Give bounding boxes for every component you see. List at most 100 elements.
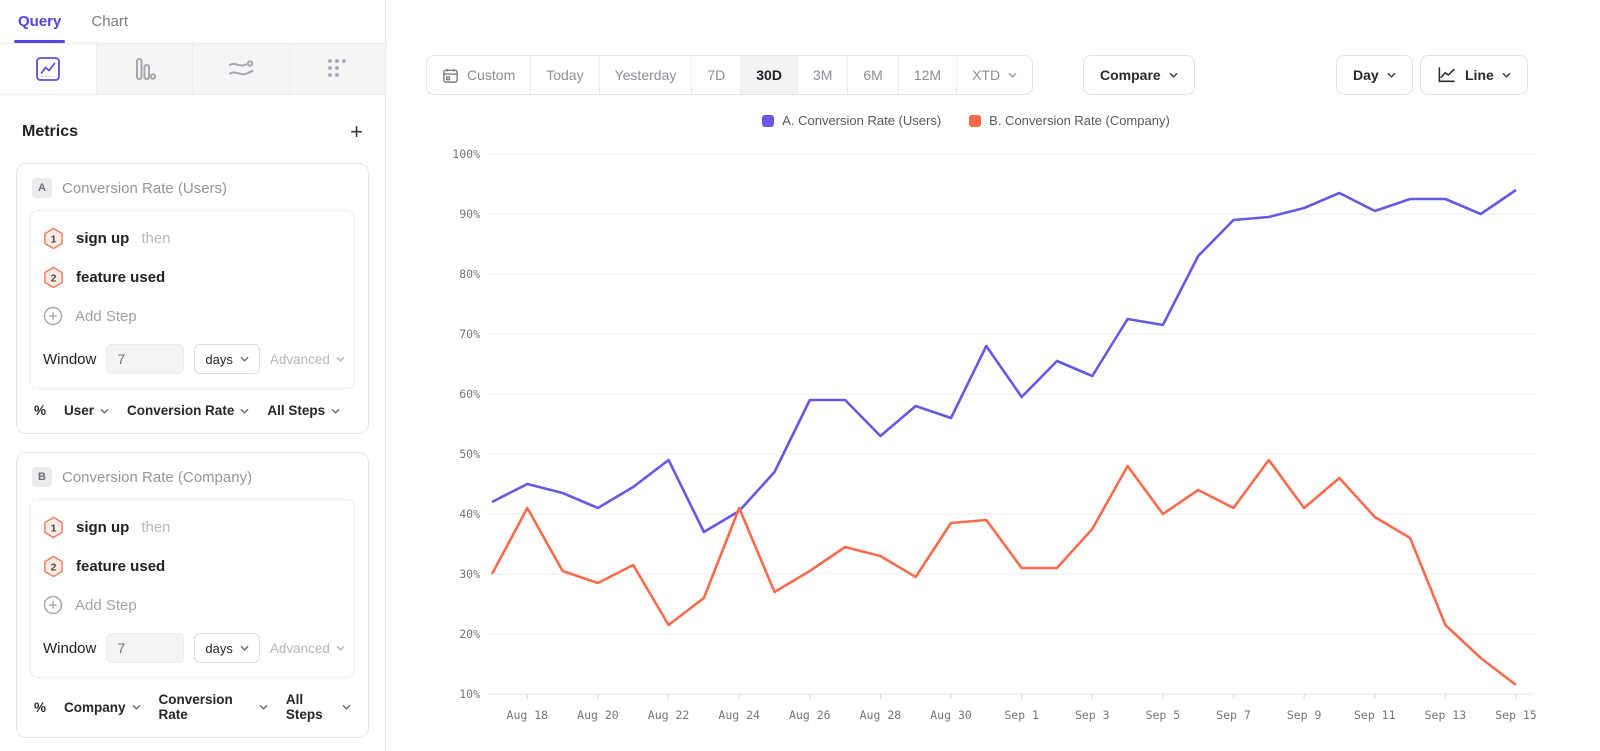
svg-text:Sep 13: Sep 13 — [1425, 708, 1467, 722]
add-step-label: Add Step — [75, 596, 137, 614]
step-number-badge: 2 — [44, 555, 63, 578]
conversion-window-row: Window days Advanced — [43, 624, 345, 667]
add-metric-button[interactable]: + — [350, 119, 363, 144]
chevron-down-icon — [331, 408, 340, 414]
chevron-down-icon — [259, 704, 268, 710]
date-range-3m[interactable]: 3M — [798, 56, 849, 94]
step-number-badge: 2 — [44, 266, 63, 289]
svg-text:60%: 60% — [459, 387, 480, 401]
funnel-step-2[interactable]: 2 feature used — [43, 258, 342, 297]
svg-text:20%: 20% — [459, 627, 480, 641]
chart-type-insights-tab[interactable] — [0, 44, 97, 94]
metrics-header: Metrics + — [22, 121, 363, 143]
measure-row: % User Conversion Rate All Steps — [30, 389, 355, 433]
svg-text:40%: 40% — [459, 507, 480, 521]
date-range-xtd-select[interactable]: XTD — [957, 56, 1032, 94]
date-range-7d[interactable]: 7D — [692, 56, 742, 94]
window-unit-select[interactable]: days — [194, 344, 260, 374]
measure-format-toggle[interactable]: % — [34, 699, 47, 715]
svg-text:1: 1 — [51, 233, 57, 245]
metric-card-a-header: A Conversion Rate (Users) — [30, 176, 355, 210]
step-number-badge: 1 — [44, 227, 63, 250]
conversion-rate-line-chart: 100% 90% 80% 70% 60% 50% 40% 30% 20% 10% Aug 18 Aug… — [452, 147, 1537, 722]
step-event-name: sign up — [76, 230, 130, 247]
advanced-toggle[interactable]: Advanced — [270, 641, 345, 656]
chevron-down-icon — [240, 356, 249, 362]
svg-text:Sep 15: Sep 15 — [1495, 708, 1537, 722]
date-range-today[interactable]: Today — [531, 56, 600, 94]
metric-card-a: A Conversion Rate (Users) 1 sign up then… — [16, 163, 369, 434]
svg-text:10%: 10% — [459, 687, 480, 701]
chevron-down-icon — [131, 704, 141, 710]
chart-type-retention-tab[interactable] — [290, 44, 386, 94]
measure-scope-select[interactable]: All Steps — [267, 403, 340, 418]
date-range-yesterday[interactable]: Yesterday — [600, 56, 693, 94]
metric-card-b: B Conversion Rate (Company) 1 sign up th… — [16, 452, 369, 738]
svg-text:Aug 26: Aug 26 — [789, 708, 831, 722]
date-range-custom[interactable]: Custom — [427, 56, 532, 94]
metric-title[interactable]: Conversion Rate (Company) — [62, 468, 253, 486]
svg-text:Sep 9: Sep 9 — [1287, 708, 1322, 722]
measure-entity-select[interactable]: User — [64, 403, 109, 418]
add-step-button[interactable]: Add Step — [43, 297, 342, 335]
window-value-input[interactable] — [106, 633, 185, 663]
svg-text:Sep 1: Sep 1 — [1004, 708, 1039, 722]
tab-query[interactable]: Query — [13, 0, 66, 43]
funnel-step-1[interactable]: 1 sign up then — [43, 508, 342, 547]
svg-text:50%: 50% — [459, 447, 480, 461]
funnel-steps-box: 1 sign up then 2 feature used Add Step W… — [30, 210, 355, 389]
add-step-button[interactable]: Add Step — [43, 586, 342, 624]
chevron-down-icon — [1502, 72, 1511, 78]
step-event-name: feature used — [76, 269, 166, 286]
svg-text:Sep 7: Sep 7 — [1216, 708, 1251, 722]
metric-title[interactable]: Conversion Rate (Users) — [62, 179, 228, 197]
svg-text:1: 1 — [51, 522, 57, 534]
legend-item-series-b[interactable]: B. Conversion Rate (Company) — [969, 113, 1170, 128]
window-value-input[interactable] — [106, 344, 185, 374]
measure-metric-select[interactable]: Conversion Rate — [159, 692, 268, 722]
chart-type-bar-tab[interactable] — [97, 44, 193, 94]
chart-type-flows-tab[interactable] — [193, 44, 290, 94]
bar-chart-icon — [136, 58, 157, 80]
line-chart-icon — [1438, 67, 1455, 83]
metrics-title: Metrics — [22, 123, 79, 140]
funnel-step-1[interactable]: 1 sign up then — [43, 219, 342, 258]
conversion-window-row: Window days Advanced — [43, 335, 345, 378]
metric-badge: A — [32, 178, 52, 198]
svg-text:2: 2 — [51, 561, 57, 573]
chart-style-button[interactable]: Line — [1420, 55, 1528, 95]
chart-legend: A. Conversion Rate (Users) B. Conversion… — [386, 113, 1546, 128]
chart-type-tabs — [0, 44, 385, 95]
chevron-down-icon — [240, 408, 249, 414]
measure-metric-select[interactable]: Conversion Rate — [127, 403, 249, 418]
advanced-toggle[interactable]: Advanced — [270, 352, 345, 367]
legend-label: B. Conversion Rate (Company) — [989, 113, 1170, 128]
compare-button[interactable]: Compare — [1083, 55, 1195, 95]
measure-format-toggle[interactable]: % — [34, 403, 47, 418]
date-range-xtd[interactable]: 12M — [899, 56, 958, 94]
date-range-30d[interactable]: 30D — [741, 56, 798, 94]
measure-scope-select[interactable]: All Steps — [286, 692, 351, 722]
series-b-swatch — [969, 114, 982, 127]
calendar-icon — [443, 68, 458, 83]
legend-item-series-a[interactable]: A. Conversion Rate (Users) — [762, 113, 941, 128]
add-step-label: Add Step — [75, 307, 137, 325]
chevron-down-icon — [100, 408, 109, 414]
window-unit-select[interactable]: days — [194, 633, 260, 663]
step-suffix: then — [141, 519, 171, 536]
chevron-down-icon — [336, 356, 345, 362]
tab-chart[interactable]: Chart — [91, 13, 129, 30]
svg-text:90%: 90% — [459, 207, 480, 221]
svg-text:Sep 11: Sep 11 — [1354, 708, 1396, 722]
funnel-step-2[interactable]: 2 feature used — [43, 547, 342, 586]
granularity-button[interactable]: Day — [1336, 55, 1413, 95]
window-label: Window — [43, 350, 97, 368]
step-number-badge: 1 — [44, 516, 63, 539]
step-suffix: then — [141, 230, 171, 247]
measure-entity-select[interactable]: Company — [64, 700, 141, 715]
date-range-6m[interactable]: 6M — [848, 56, 899, 94]
chevron-down-icon — [342, 704, 351, 710]
svg-text:Sep 5: Sep 5 — [1146, 708, 1181, 722]
date-range-picker: Custom Today Yesterday 7D 30D 3M 6M 12M … — [426, 55, 1034, 95]
svg-text:80%: 80% — [459, 267, 480, 281]
